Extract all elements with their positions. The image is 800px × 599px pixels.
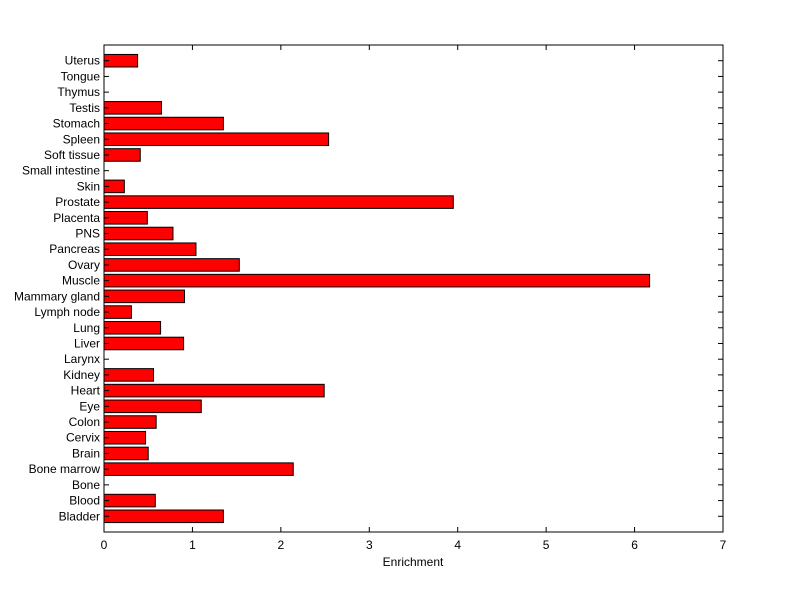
bar-heart — [103, 383, 325, 398]
y-tick-label: Mammary gland — [14, 289, 100, 303]
bar-muscle — [103, 273, 651, 288]
bar-soft-tissue — [103, 148, 141, 162]
bar-pns — [103, 226, 174, 241]
x-tick-label: 4 — [454, 538, 461, 552]
bar-eye — [103, 399, 202, 414]
x-tick-labels: 0 1 2 3 4 5 6 7 — [101, 538, 727, 552]
x-tick-label: 1 — [189, 538, 196, 552]
y-tick-label: Cervix — [66, 431, 100, 445]
y-tick-label: Testis — [69, 101, 100, 115]
bar-colon — [103, 415, 157, 429]
y-tick-label: Spleen — [63, 132, 100, 146]
y-tick-label: Small intestine — [22, 164, 100, 178]
x-tick-label: 2 — [278, 538, 285, 552]
y-tick-label: Bone marrow — [29, 462, 101, 476]
y-tick-label: Heart — [71, 384, 101, 398]
bar-lung — [103, 320, 162, 335]
y-tick-label: Bladder — [59, 509, 100, 523]
y-tick-label: Lung — [73, 321, 100, 335]
bar-testis — [103, 101, 162, 115]
y-tick-label: Blood — [69, 494, 100, 508]
y-tick-label: Skin — [77, 179, 100, 193]
y-tick-label: Eye — [79, 399, 100, 413]
y-tick-label: Soft tissue — [44, 148, 100, 162]
axes-box — [103, 44, 724, 533]
bar-prostate — [103, 195, 454, 209]
bar-bladder — [103, 509, 224, 524]
bar-stomach — [103, 116, 224, 131]
y-tick-label: Stomach — [53, 117, 100, 131]
y-tick-label: Pancreas — [49, 242, 100, 256]
bar-pancreas — [103, 242, 197, 257]
y-tick-label: Kidney — [63, 368, 100, 382]
x-tick-label: 0 — [101, 538, 108, 552]
y-tick-label: Larynx — [64, 352, 100, 366]
y-tick-label: Ovary — [68, 258, 100, 272]
bar-bone-marrow — [103, 462, 294, 476]
y-tick-label: Uterus — [65, 54, 100, 68]
x-tick-label: 3 — [366, 538, 373, 552]
bar-brain — [103, 446, 149, 461]
y-tick-label: Thymus — [57, 85, 100, 99]
x-axis-label: Enrichment — [383, 555, 444, 569]
bar-kidney — [103, 368, 155, 382]
y-tick-label: Liver — [74, 336, 100, 350]
bar-liver — [103, 336, 185, 351]
y-tick-label: Prostate — [55, 195, 100, 209]
y-tick-label: PNS — [75, 227, 100, 241]
x-tick-label: 6 — [631, 538, 638, 552]
bar-blood — [103, 493, 156, 508]
y-tick-label: Colon — [69, 415, 100, 429]
bar-ovary — [103, 258, 240, 272]
bar-placenta — [103, 211, 148, 225]
bar-mammary-gland — [103, 289, 185, 304]
bar-spleen — [103, 132, 330, 147]
x-tick-label: 7 — [720, 538, 727, 552]
y-tick-label: Brain — [72, 446, 100, 460]
x-tick-label: 5 — [543, 538, 550, 552]
bar-uterus — [103, 53, 139, 68]
bar-cervix — [103, 430, 147, 445]
y-tick-label: Lymph node — [34, 305, 100, 319]
y-tick-label: Bone — [72, 478, 100, 492]
y-tick-label: Placenta — [53, 211, 100, 225]
ticks-group — [103, 45, 724, 532]
y-tick-label: Tongue — [61, 69, 101, 83]
bars-group — [103, 53, 651, 524]
y-tick-label: Muscle — [62, 274, 100, 288]
